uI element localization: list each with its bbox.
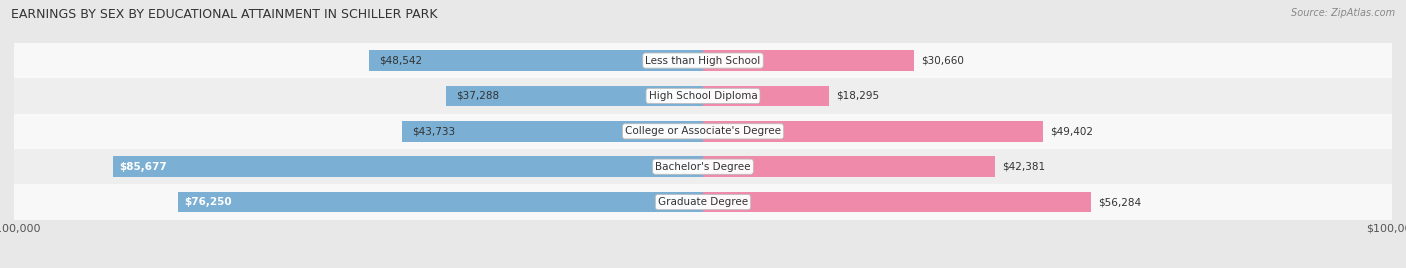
Bar — [703, 157, 995, 177]
Bar — [14, 184, 1392, 220]
Text: Graduate Degree: Graduate Degree — [658, 197, 748, 207]
Bar — [14, 78, 1392, 114]
Text: High School Diploma: High School Diploma — [648, 91, 758, 101]
Text: Less than High School: Less than High School — [645, 55, 761, 66]
Bar — [14, 43, 1392, 78]
Text: $30,660: $30,660 — [921, 55, 965, 66]
Text: College or Associate's Degree: College or Associate's Degree — [626, 126, 780, 136]
Bar — [14, 149, 1392, 184]
Text: $37,288: $37,288 — [457, 91, 499, 101]
Text: Bachelor's Degree: Bachelor's Degree — [655, 162, 751, 172]
Bar — [112, 157, 703, 177]
Text: $42,381: $42,381 — [1002, 162, 1045, 172]
Bar — [703, 86, 830, 106]
Bar — [402, 121, 703, 142]
Bar — [703, 192, 1091, 212]
Bar — [368, 50, 703, 71]
Bar — [703, 121, 1043, 142]
Text: $85,677: $85,677 — [120, 162, 167, 172]
Bar — [14, 114, 1392, 149]
Bar — [446, 86, 703, 106]
Text: EARNINGS BY SEX BY EDUCATIONAL ATTAINMENT IN SCHILLER PARK: EARNINGS BY SEX BY EDUCATIONAL ATTAINMEN… — [11, 8, 437, 21]
Text: $48,542: $48,542 — [378, 55, 422, 66]
Text: $76,250: $76,250 — [184, 197, 232, 207]
Text: $56,284: $56,284 — [1098, 197, 1140, 207]
Text: $43,733: $43,733 — [412, 126, 456, 136]
Text: $49,402: $49,402 — [1050, 126, 1094, 136]
Text: $18,295: $18,295 — [837, 91, 879, 101]
Text: Source: ZipAtlas.com: Source: ZipAtlas.com — [1291, 8, 1395, 18]
Bar — [177, 192, 703, 212]
Bar — [703, 50, 914, 71]
